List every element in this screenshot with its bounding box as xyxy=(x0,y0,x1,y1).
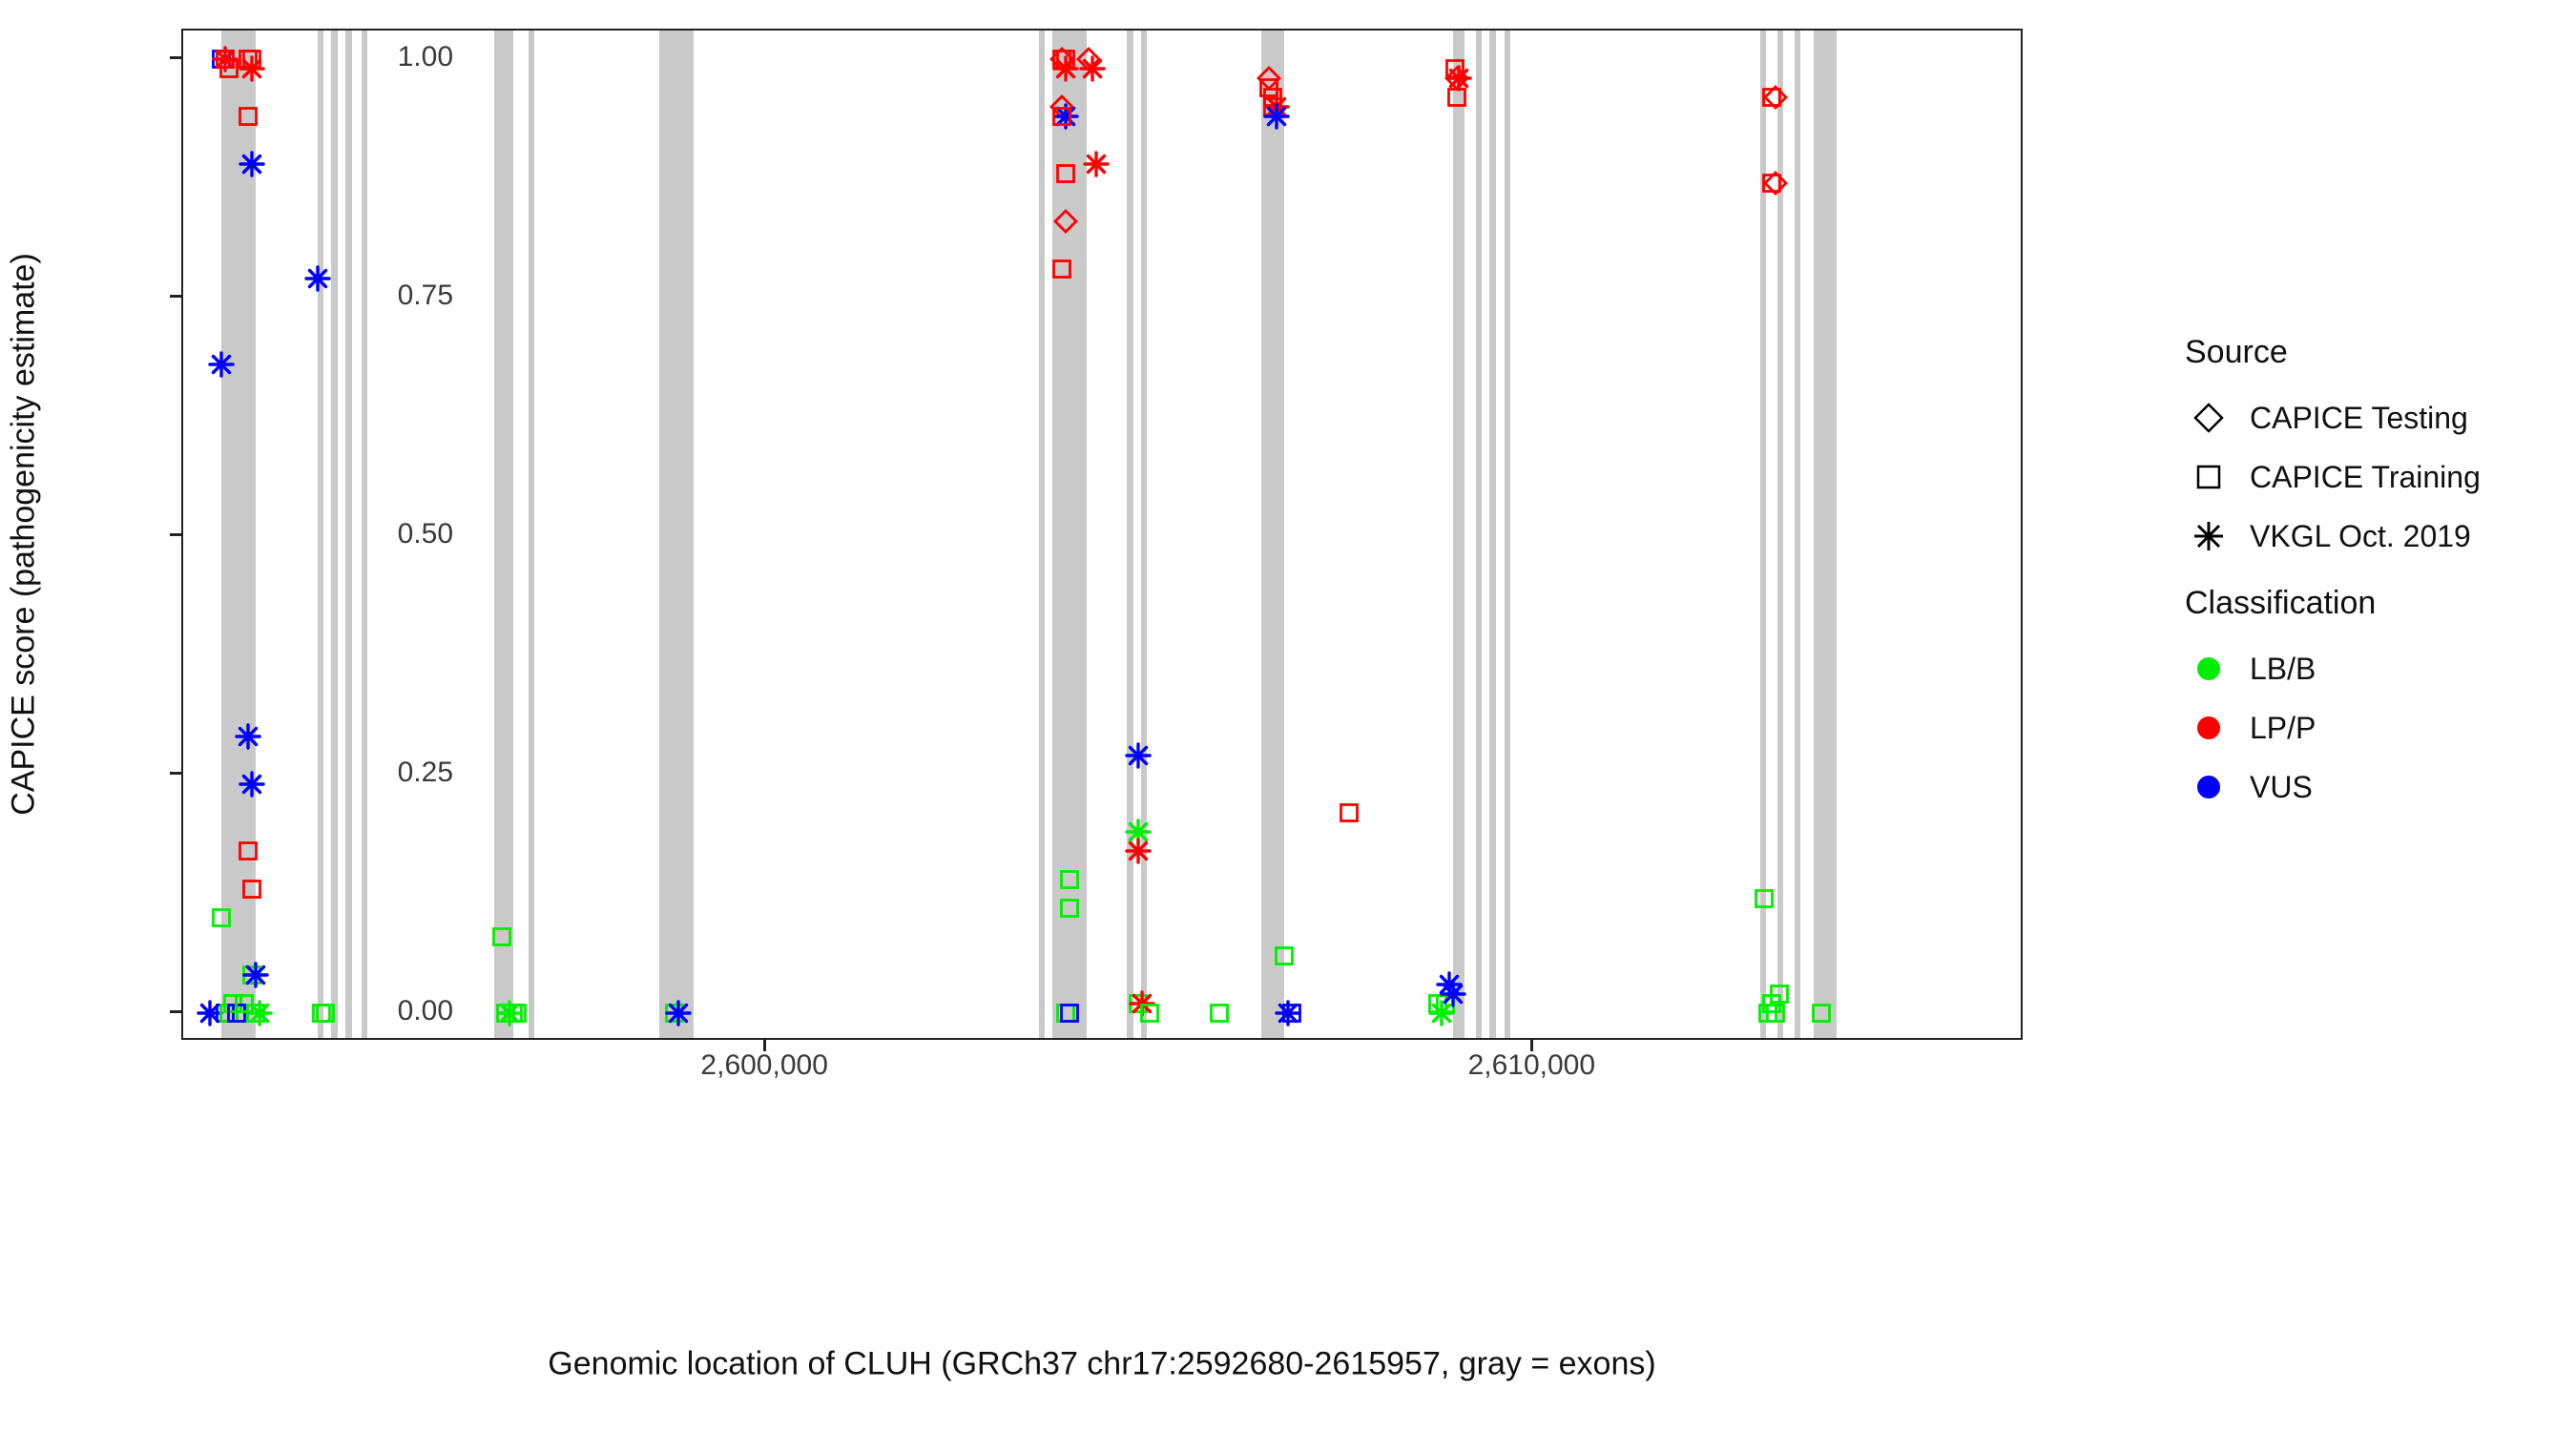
legend-label-vus: VUS xyxy=(2250,770,2313,805)
y-tick-label: 0.00 xyxy=(329,995,453,1027)
lbb-dot-icon xyxy=(2185,645,2233,693)
plot-area xyxy=(181,29,2023,1040)
x-tick-label: 2,610,000 xyxy=(1468,1049,1595,1082)
legend-item-capice-training[interactable]: CAPICE Training xyxy=(2185,447,2566,507)
x-tick-mark xyxy=(1530,1040,1533,1051)
legend-classification-title: Classification xyxy=(2185,585,2566,622)
y-tick-label: 0.50 xyxy=(329,518,453,550)
exon-block xyxy=(1141,31,1147,1038)
legend-label-lbb: LB/B xyxy=(2250,652,2316,687)
legend-item-lpp[interactable]: LP/P xyxy=(2185,698,2566,757)
exon-block xyxy=(1052,31,1087,1038)
exon-block xyxy=(1039,31,1045,1038)
y-tick-label: 1.00 xyxy=(329,41,453,73)
legend-source-block: Source CAPICE Testing CAPICE Training xyxy=(2185,334,2566,566)
y-tick-mark xyxy=(170,56,181,59)
data-point-vus[interactable] xyxy=(197,1001,222,1026)
y-tick-mark xyxy=(170,772,181,775)
exon-block xyxy=(1489,31,1495,1038)
exon-block xyxy=(1261,31,1284,1038)
exon-block xyxy=(1795,31,1800,1038)
lpp-dot-icon xyxy=(2185,704,2233,752)
vus-dot-icon xyxy=(2185,763,2233,811)
y-tick-label: 0.25 xyxy=(329,757,453,789)
exon-block xyxy=(1777,31,1783,1038)
exon-block xyxy=(1453,31,1465,1038)
exon-block xyxy=(1127,31,1132,1038)
asterisk-icon xyxy=(2185,512,2233,560)
legend-label-capice-training: CAPICE Training xyxy=(2250,460,2481,495)
y-axis-title: CAPICE score (pathogenicity estimate) xyxy=(6,253,43,816)
x-axis-title: Genomic location of CLUH (GRCh37 chr17:2… xyxy=(548,1346,1655,1383)
data-point-vus[interactable] xyxy=(1281,1003,1302,1024)
exon-block xyxy=(1505,31,1510,1038)
data-point-lpp[interactable] xyxy=(1763,171,1788,196)
data-point-lpp[interactable] xyxy=(1763,85,1788,110)
legend-source-title: Source xyxy=(2185,334,2566,371)
exon-block xyxy=(1476,31,1482,1038)
data-point-lbb[interactable] xyxy=(1209,1003,1230,1024)
legend-item-capice-testing[interactable]: CAPICE Testing xyxy=(2185,388,2566,447)
exon-block xyxy=(494,31,513,1038)
legend: Source CAPICE Testing CAPICE Training xyxy=(2185,334,2566,836)
y-tick-label: 0.75 xyxy=(329,280,453,312)
exon-block xyxy=(318,31,323,1038)
x-tick-label: 2,600,000 xyxy=(700,1049,827,1082)
y-tick-mark xyxy=(170,533,181,536)
legend-classification-block: Classification LB/B LP/P VUS xyxy=(2185,585,2566,817)
x-tick-mark xyxy=(763,1040,766,1051)
exon-block xyxy=(1760,31,1766,1038)
exon-block xyxy=(1814,31,1837,1038)
legend-item-vkgl[interactable]: VKGL Oct. 2019 xyxy=(2185,507,2566,566)
diamond-icon xyxy=(2185,394,2233,442)
y-tick-mark xyxy=(170,1010,181,1013)
y-tick-mark xyxy=(170,295,181,298)
data-point-lpp[interactable] xyxy=(1339,802,1360,823)
data-point-lbb[interactable] xyxy=(1427,993,1448,1014)
data-point-lpp[interactable] xyxy=(1084,152,1109,176)
legend-label-capice-testing: CAPICE Testing xyxy=(2250,401,2468,436)
legend-item-vus[interactable]: VUS xyxy=(2185,757,2566,817)
chart-root: CAPICE score (pathogenicity estimate) Ge… xyxy=(0,0,2576,1431)
exon-block xyxy=(659,31,694,1038)
exon-block xyxy=(529,31,534,1038)
legend-item-lbb[interactable]: LB/B xyxy=(2185,639,2566,698)
square-icon xyxy=(2185,453,2233,501)
exon-block xyxy=(221,31,256,1038)
data-point-lbb[interactable] xyxy=(1429,1001,1454,1026)
legend-label-lpp: LP/P xyxy=(2250,711,2316,746)
legend-label-vkgl: VKGL Oct. 2019 xyxy=(2250,519,2471,554)
